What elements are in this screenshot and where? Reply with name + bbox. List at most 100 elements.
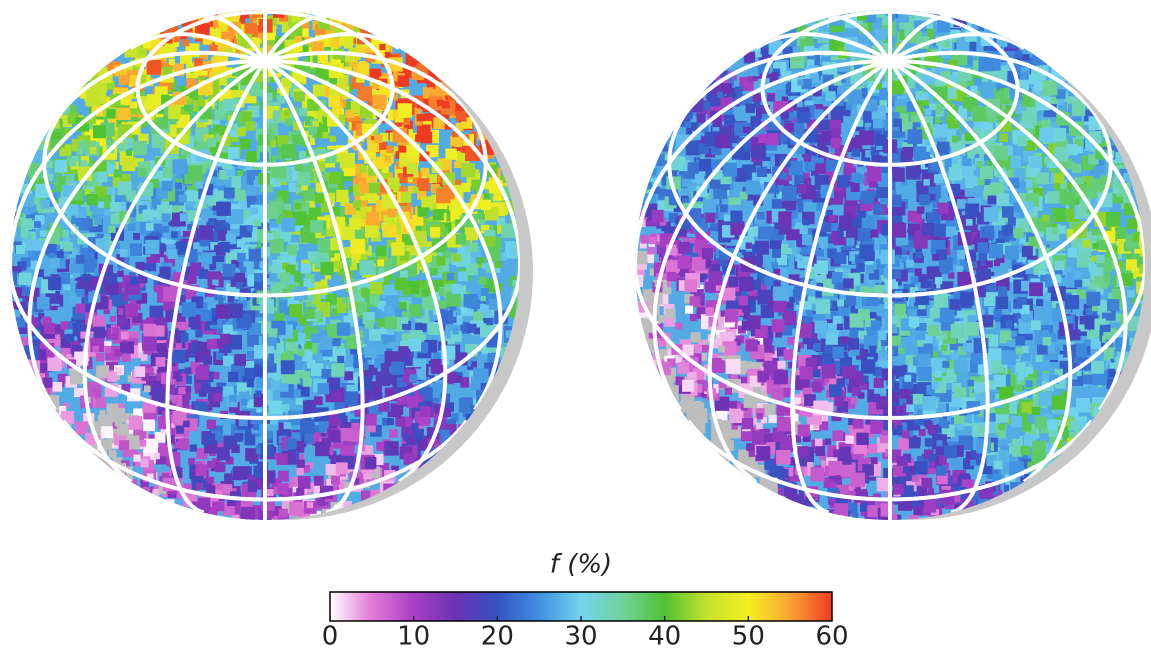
texture — [334, 261, 342, 269]
texture — [337, 303, 347, 313]
texture — [407, 163, 418, 174]
texture — [286, 438, 297, 449]
texture — [200, 382, 211, 393]
texture — [298, 476, 311, 489]
texture — [330, 136, 336, 142]
texture — [173, 371, 181, 379]
texture — [248, 483, 257, 492]
texture — [163, 168, 173, 178]
texture — [199, 225, 214, 240]
texture — [162, 181, 172, 191]
texture — [145, 240, 159, 254]
texture — [118, 181, 132, 195]
texture — [185, 367, 192, 374]
texture — [47, 357, 61, 371]
texture — [172, 159, 187, 174]
texture — [179, 195, 187, 203]
texture — [285, 118, 293, 126]
texture — [318, 240, 331, 253]
texture — [365, 224, 379, 238]
texture — [357, 46, 364, 53]
texture — [156, 357, 166, 367]
texture — [267, 489, 274, 496]
texture — [471, 361, 477, 367]
texture — [138, 168, 147, 177]
texture — [223, 99, 235, 111]
texture — [233, 466, 247, 480]
texture — [454, 161, 461, 168]
texture — [241, 399, 247, 405]
texture — [412, 187, 418, 193]
texture — [387, 418, 394, 425]
texture — [289, 502, 304, 517]
texture — [140, 459, 148, 467]
texture — [34, 221, 41, 228]
texture — [482, 263, 489, 270]
texture — [96, 353, 104, 361]
texture — [184, 104, 191, 111]
texture — [153, 453, 159, 459]
texture — [314, 193, 324, 203]
texture — [163, 287, 178, 302]
texture — [162, 213, 171, 222]
texture — [409, 341, 417, 349]
texture — [318, 499, 325, 506]
texture — [133, 455, 140, 462]
texture — [318, 383, 329, 394]
texture — [114, 169, 122, 177]
texture — [203, 356, 212, 365]
texture — [320, 337, 332, 349]
texture — [464, 294, 478, 308]
texture — [133, 233, 140, 240]
texture — [237, 127, 246, 136]
texture — [224, 188, 235, 199]
texture — [1052, 208, 1066, 222]
texture — [297, 349, 304, 356]
texture — [277, 454, 288, 465]
texture — [676, 323, 683, 330]
texture — [366, 212, 379, 225]
texture — [117, 424, 129, 436]
texture — [772, 249, 781, 258]
texture — [270, 239, 285, 254]
texture — [21, 230, 29, 238]
texture — [998, 450, 1010, 462]
texture — [228, 147, 240, 159]
texture — [223, 325, 233, 335]
texture — [143, 419, 155, 431]
texture — [406, 396, 418, 408]
texture — [313, 121, 319, 127]
texture — [188, 458, 195, 465]
texture — [207, 420, 216, 429]
texture — [365, 457, 377, 469]
texture — [315, 442, 329, 456]
texture — [391, 242, 404, 255]
texture — [436, 189, 450, 203]
texture — [485, 236, 495, 246]
texture — [144, 385, 151, 392]
texture — [320, 262, 333, 275]
texture — [294, 92, 304, 102]
texture — [176, 426, 184, 434]
texture — [321, 279, 328, 286]
texture — [144, 102, 153, 111]
texture — [815, 439, 822, 446]
texture — [286, 374, 297, 385]
texture — [1035, 355, 1042, 362]
texture — [422, 290, 429, 297]
texture — [112, 327, 119, 334]
texture — [117, 316, 127, 326]
texture — [228, 372, 238, 382]
texture — [453, 254, 461, 262]
texture — [75, 421, 88, 434]
texture — [413, 429, 424, 440]
texture — [825, 438, 831, 444]
texture — [124, 138, 134, 148]
texture — [119, 440, 129, 450]
texture — [119, 75, 129, 85]
texture — [476, 368, 489, 381]
texture — [278, 471, 289, 482]
texture — [430, 268, 437, 275]
texture — [61, 321, 69, 329]
texture — [128, 223, 136, 231]
